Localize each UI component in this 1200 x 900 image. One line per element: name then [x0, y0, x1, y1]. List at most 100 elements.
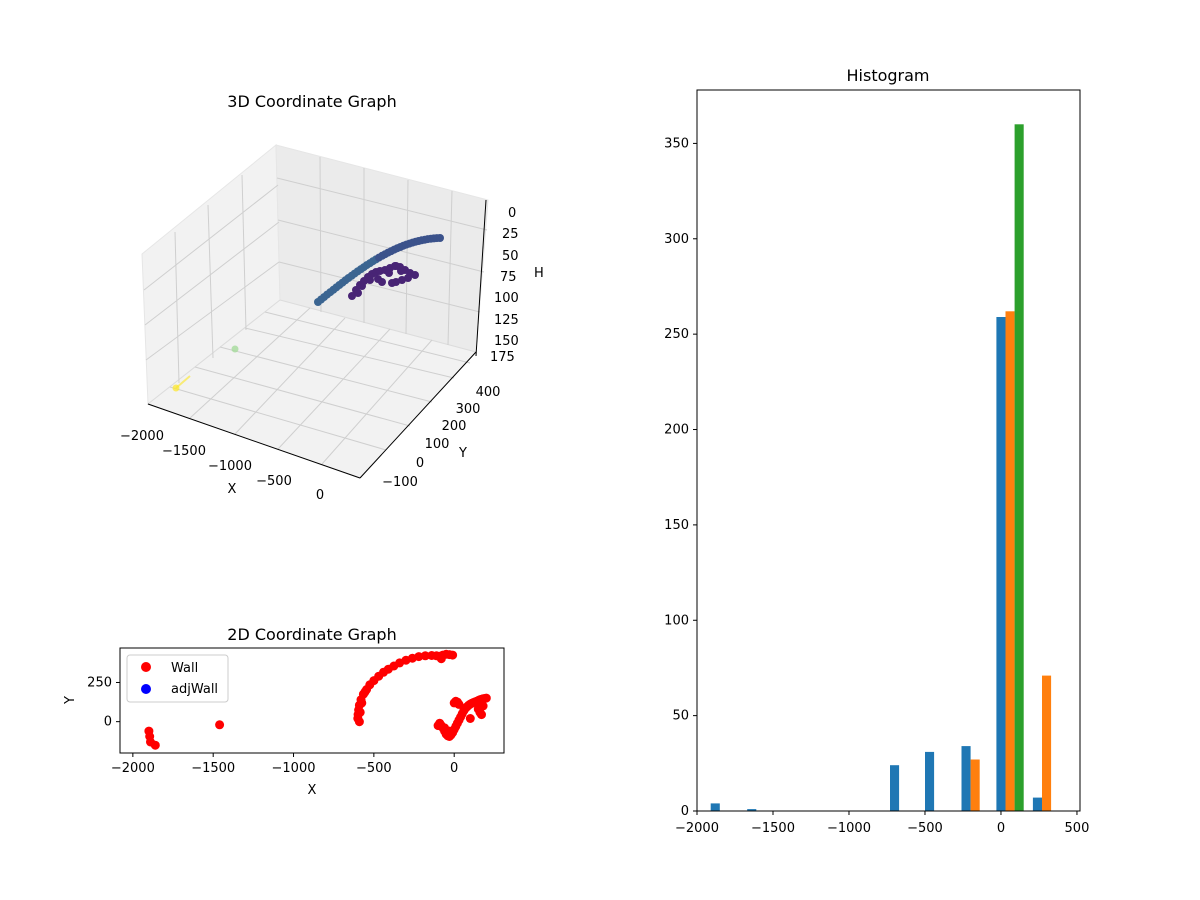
grid-line	[194, 366, 411, 427]
xhist-tick-label: −2000	[675, 821, 719, 836]
x2d-tick-label: −500	[356, 761, 392, 776]
point-3d	[411, 271, 419, 279]
histogram-bar	[925, 751, 935, 811]
xhist-tick-label: −1500	[751, 821, 795, 836]
z3d-tick-label: 25	[502, 227, 519, 242]
grid-line	[264, 311, 471, 364]
xhist-tick-label: 500	[1065, 821, 1090, 836]
grid-line	[276, 177, 488, 231]
z3d-tick-label: 150	[494, 334, 519, 349]
histogram-bar	[970, 759, 980, 811]
y3d-tick-label: 400	[476, 385, 501, 400]
data-point	[448, 650, 458, 660]
yhist-tick-label: 350	[664, 136, 689, 151]
grid-line	[145, 261, 280, 361]
data-point	[354, 717, 364, 727]
yhist-tick-label: 100	[664, 613, 689, 628]
ticks-histogram: −2000 −1500 −1000 −500 0 500 0 50 100 150 200 250 30…	[664, 136, 1089, 836]
data-point	[481, 693, 491, 703]
histogram-bar	[1032, 797, 1042, 811]
x3d-tick-label: −1000	[208, 459, 252, 474]
grid-line	[189, 307, 311, 419]
z3d-axis-label: H	[534, 266, 544, 281]
plot-area-histogram	[696, 89, 1081, 812]
grid-line	[278, 261, 481, 313]
points-3d	[172, 234, 444, 392]
legend-marker-adjwall	[141, 684, 151, 694]
point-3d	[392, 262, 400, 270]
point-3d	[354, 289, 362, 297]
x2d-tick-label: −1500	[191, 761, 235, 776]
point-3d	[397, 267, 405, 275]
grid-line	[144, 221, 280, 326]
points-2d	[144, 649, 491, 750]
histogram-bars	[710, 124, 1052, 812]
point-3d	[231, 345, 239, 353]
grid-line	[321, 339, 433, 465]
y2d-axis-label: Y	[63, 696, 78, 705]
xhist-tick-label: −500	[907, 821, 943, 836]
grid-line	[319, 156, 322, 313]
x2d-axis-label: X	[308, 783, 317, 798]
x3d-tick-label: 0	[316, 488, 324, 503]
ticks-2d: −2000 −1500 −1000 −500 0 0 250	[87, 675, 458, 776]
histogram-bar	[1005, 311, 1015, 811]
grid-line	[219, 346, 433, 403]
grid-line	[447, 190, 453, 346]
legend-box	[126, 654, 229, 703]
z3d-tick-label: 125	[494, 313, 519, 328]
data-point	[355, 707, 365, 717]
yhist-tick-label: 200	[664, 423, 689, 438]
y3d-axis-label: Y	[458, 446, 467, 461]
histogram-bar	[996, 317, 1006, 811]
x2d-tick-label: −2000	[111, 761, 155, 776]
axis-y-line	[359, 351, 477, 479]
x2d-tick-label: −1000	[272, 761, 316, 776]
data-point	[454, 699, 464, 709]
point-3d	[366, 276, 374, 284]
yhist-tick-label: 300	[664, 232, 689, 247]
histogram-bar	[1014, 124, 1024, 812]
yhist-tick-label: 50	[672, 709, 689, 724]
histogram-bar	[710, 803, 720, 811]
point-3d	[358, 282, 366, 290]
y3d-tick-label: 0	[416, 456, 424, 471]
grid-line	[174, 231, 180, 384]
grid-line	[207, 204, 214, 359]
z3d-tick-label: 100	[494, 291, 519, 306]
z3d-tick-label: 175	[490, 350, 515, 365]
data-point	[215, 720, 225, 730]
histogram-bar	[1042, 675, 1052, 811]
point-3d	[374, 275, 382, 283]
histogram-bar	[747, 809, 757, 811]
legend: Wall adjWall	[126, 654, 229, 703]
grid-line	[405, 179, 409, 335]
xhist-tick-label: 0	[997, 821, 1005, 836]
y3d-tick-label: 300	[456, 402, 481, 417]
axis-z-line	[475, 199, 487, 357]
chart-3d-coordinate-graph: 3D Coordinate Graph −2000 −1500 −1000 −5…	[120, 92, 544, 503]
legend-marker-wall	[141, 662, 151, 672]
point-3d	[385, 269, 393, 277]
z3d-tick-label: 75	[500, 270, 517, 285]
chart-histogram: Histogram −2000 −1500 −1000 −500 0 500 0 50 100 1…	[664, 66, 1089, 836]
data-point	[357, 698, 367, 708]
y2d-tick-label: 0	[104, 715, 112, 730]
data-point	[150, 740, 160, 750]
data-point	[360, 687, 370, 697]
chart-3d-title: 3D Coordinate Graph	[227, 92, 396, 111]
point-3d	[348, 292, 356, 300]
y3d-tick-label: −100	[382, 475, 418, 490]
point-3d	[436, 234, 444, 242]
grid-line	[234, 317, 346, 435]
z3d-tick-label: 0	[508, 206, 516, 221]
y2d-tick-label: 250	[87, 675, 112, 690]
histogram-bar	[890, 765, 900, 811]
plot-area-2d	[119, 647, 505, 754]
x3d-tick-label: −2000	[120, 429, 164, 444]
x3d-axis-label: X	[228, 482, 237, 497]
x3d-tick-label: −500	[256, 474, 292, 489]
grid-line	[241, 174, 247, 331]
grid-line	[244, 327, 455, 379]
